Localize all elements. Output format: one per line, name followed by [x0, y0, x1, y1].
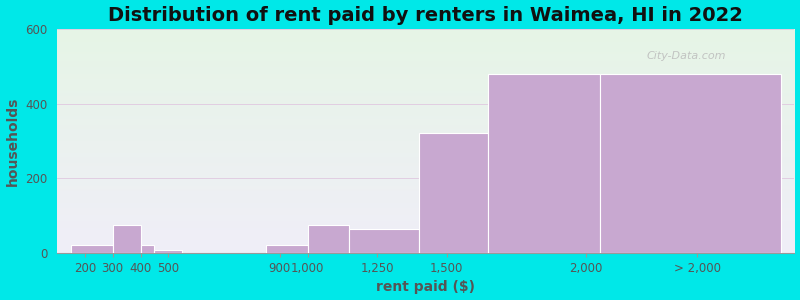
Bar [154, 250, 182, 253]
Bar [141, 245, 154, 253]
Bar [350, 229, 419, 253]
X-axis label: rent paid ($): rent paid ($) [376, 280, 475, 294]
Bar [600, 74, 781, 253]
Bar [307, 225, 350, 253]
Bar [266, 245, 307, 253]
Bar [71, 245, 113, 253]
Bar [419, 134, 488, 253]
Bar [488, 74, 600, 253]
Y-axis label: households: households [6, 96, 19, 186]
Title: Distribution of rent paid by renters in Waimea, HI in 2022: Distribution of rent paid by renters in … [108, 6, 743, 25]
Text: City-Data.com: City-Data.com [647, 51, 726, 61]
Bar [113, 225, 141, 253]
